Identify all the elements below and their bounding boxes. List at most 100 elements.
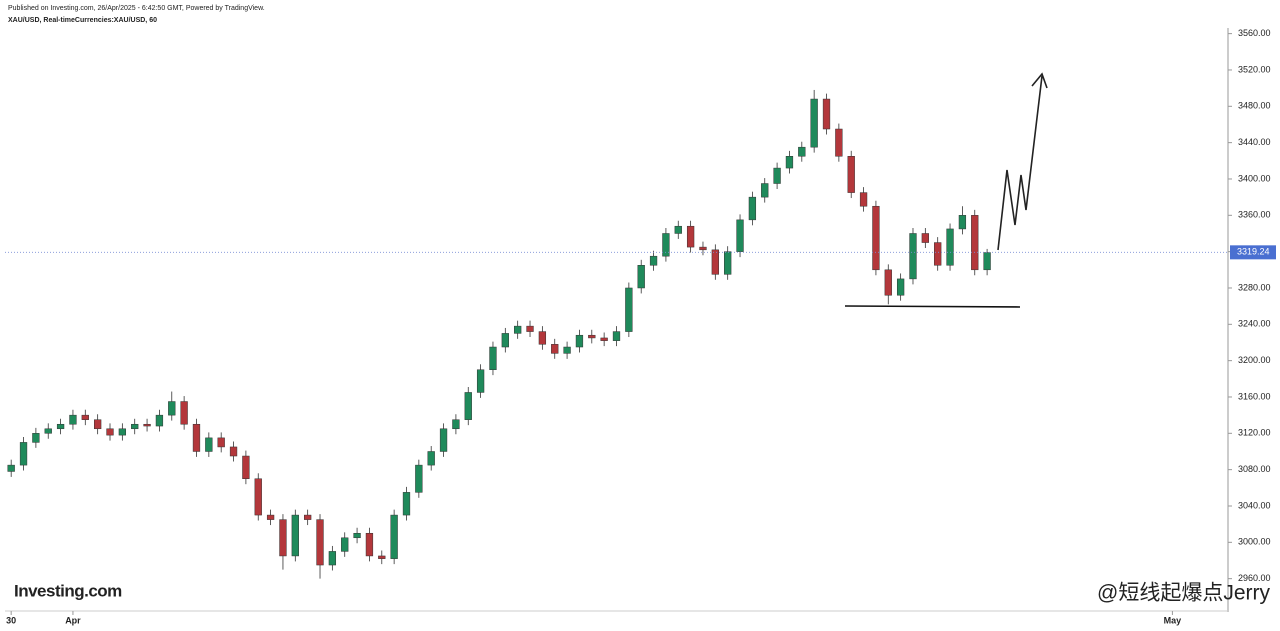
support-line	[844, 305, 1021, 308]
publisher-note: Published on Investing.com, 26/Apr/2025 …	[8, 5, 265, 12]
watermark: @短线起爆点Jerry	[1097, 582, 1270, 605]
y-tick-label: 3560.00	[1238, 28, 1271, 38]
candle-body	[884, 269, 892, 296]
y-tick-label: 3480.00	[1238, 101, 1271, 111]
candle-body	[476, 369, 485, 393]
arrow-head	[1031, 72, 1048, 89]
candle-body	[291, 514, 299, 557]
candle-body	[761, 183, 769, 198]
candle-body	[785, 156, 794, 169]
y-tick-label: 3120.00	[1238, 428, 1271, 438]
candle-body	[563, 346, 571, 354]
candle-body	[872, 205, 880, 271]
candle-body	[501, 333, 509, 348]
candle-body	[538, 331, 547, 345]
chart-title: XAU/USD, Real-timeCurrencies:XAU/USD, 60	[8, 17, 157, 24]
candle-body	[452, 419, 460, 430]
y-tick-label: 3160.00	[1238, 391, 1271, 401]
candle-body	[353, 532, 361, 539]
x-tick-label: 30	[6, 615, 16, 625]
candle-body	[921, 233, 929, 243]
candle-body	[526, 325, 534, 332]
candle-body	[612, 331, 621, 341]
candle-body	[32, 433, 40, 443]
candle-body	[365, 532, 374, 557]
y-tick-label: 2960.00	[1238, 573, 1271, 583]
candle-body	[798, 146, 806, 157]
candle-body	[56, 423, 65, 430]
candle-body	[748, 196, 757, 221]
candle-body	[390, 514, 398, 559]
x-tick-label: May	[1164, 615, 1182, 625]
candle-body	[341, 537, 349, 552]
candle-body	[835, 128, 843, 157]
candle-body	[7, 464, 15, 472]
candle-body	[649, 255, 658, 266]
candle-body	[822, 98, 831, 130]
candle-body	[131, 423, 139, 430]
candle-body	[69, 414, 77, 425]
candle-body	[637, 265, 645, 289]
candle-body	[662, 233, 670, 257]
candle-body	[316, 519, 324, 566]
candle-body	[810, 98, 818, 148]
candle-body	[229, 446, 238, 457]
candle-body	[254, 478, 262, 516]
y-tick-label: 3040.00	[1238, 500, 1271, 510]
candle-body	[625, 287, 633, 332]
candle-body	[427, 451, 435, 466]
candle-body	[242, 455, 250, 479]
candle-body	[674, 225, 682, 234]
projection-arrow	[997, 75, 1043, 251]
candle-body	[168, 401, 176, 416]
candle-body	[859, 192, 868, 207]
candle-body	[180, 401, 188, 425]
y-tick-label: 3200.00	[1238, 355, 1271, 365]
candle-body	[946, 228, 954, 266]
y-tick-label: 3240.00	[1238, 319, 1271, 329]
candle-body	[217, 437, 225, 448]
candle-body	[736, 219, 744, 252]
y-tick-label: 3520.00	[1238, 64, 1271, 74]
candle-body	[971, 215, 979, 271]
y-tick-label: 3360.00	[1238, 210, 1271, 220]
candle-body	[304, 514, 312, 520]
candle-body	[588, 334, 596, 339]
last-price-label: 3319.24	[1237, 247, 1270, 257]
candle-body	[328, 551, 337, 566]
candle-body	[106, 428, 114, 436]
candle-body	[699, 246, 707, 251]
candle-body	[19, 442, 28, 466]
candle-body	[724, 251, 732, 275]
candle-body	[192, 423, 201, 452]
candle-body	[773, 167, 781, 184]
candle-body	[489, 346, 497, 370]
candle-body	[983, 252, 991, 271]
candle-body	[81, 414, 89, 420]
candle-body	[934, 242, 942, 266]
candle-body	[155, 414, 164, 427]
candle-body	[266, 514, 275, 520]
candle-body	[439, 428, 448, 452]
last-price-box	[1230, 245, 1276, 260]
candle-body	[551, 344, 559, 354]
candle-body	[378, 555, 386, 559]
logo: Investing.com	[14, 581, 122, 600]
candle-body	[896, 278, 905, 296]
candle-body	[711, 249, 719, 275]
y-tick-label: 3080.00	[1238, 464, 1271, 474]
candle-body	[958, 215, 967, 230]
y-tick-label: 3440.00	[1238, 137, 1271, 147]
candle-body	[686, 225, 695, 248]
candle-body	[847, 156, 855, 193]
candle-body	[600, 337, 608, 341]
y-tick-label: 3400.00	[1238, 173, 1271, 183]
candle-body	[205, 437, 213, 452]
y-tick-label: 3280.00	[1238, 282, 1271, 292]
candle-body	[575, 334, 584, 348]
candle-body	[118, 428, 127, 436]
candle-body	[279, 519, 287, 557]
candle-body	[464, 392, 472, 420]
candle-body	[909, 233, 917, 280]
x-tick-label: Apr	[65, 615, 81, 625]
